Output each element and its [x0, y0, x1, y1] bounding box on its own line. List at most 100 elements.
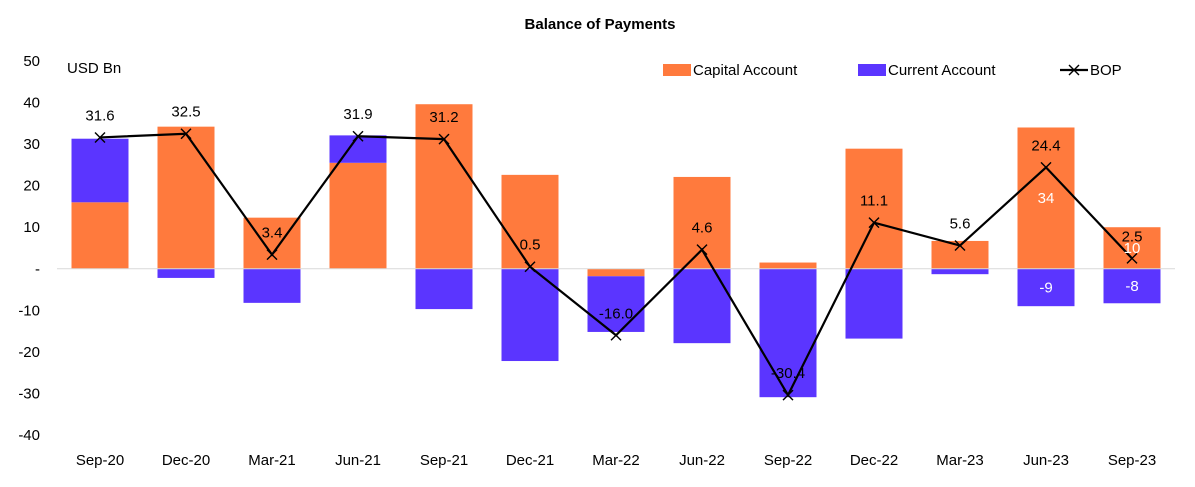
- bop-point-marker: [438, 133, 450, 145]
- bop-marker-stroke: [438, 133, 450, 145]
- current-account-bar: [243, 268, 301, 303]
- capital-account-bar: [673, 176, 731, 269]
- bop-point-marker: [1126, 252, 1138, 264]
- bop-marker-stroke: [1040, 161, 1052, 173]
- current-account-bar: [415, 268, 473, 310]
- capital-account-bar: [759, 262, 817, 269]
- bop-data-label: 4.6: [692, 220, 713, 237]
- legend-label: BOP: [1090, 62, 1122, 79]
- bop-marker-stroke: [94, 131, 106, 143]
- y-tick-label: 40: [23, 95, 40, 112]
- data-labels-layer: 34 -9 10 -8 31.6 32.5 3.4 31.9 31.2 0.5 -16.0 4.6 -3…: [85, 104, 1142, 382]
- bop-marker-stroke: [696, 244, 708, 256]
- x-tick-label: Mar-21: [248, 452, 296, 469]
- current-account-bar: [931, 268, 989, 275]
- bars-layer: [71, 104, 1161, 398]
- capital-account-data-label: 34: [1038, 190, 1055, 207]
- x-tick-label: Sep-22: [764, 452, 812, 469]
- bop-data-label: 5.6: [950, 216, 971, 233]
- bop-point-marker: [94, 131, 106, 143]
- capital-account-bar: [415, 104, 473, 269]
- legend-label: Capital Account: [693, 62, 798, 79]
- bop-data-label: 31.6: [85, 107, 114, 124]
- bop-marker-stroke: [1126, 252, 1138, 264]
- bop-marker-stroke: [610, 329, 622, 341]
- bop-marker-stroke: [524, 261, 536, 273]
- legend-item-capital-account: Capital Account: [663, 62, 798, 79]
- bop-marker-stroke: [266, 249, 278, 261]
- x-tick-label: Dec-22: [850, 452, 898, 469]
- current-account-bar: [501, 268, 559, 362]
- capital-account-bar: [501, 174, 559, 269]
- bop-data-label: 24.4: [1031, 137, 1060, 154]
- y-tick-label: -20: [18, 344, 40, 361]
- y-tick-label: -30: [18, 385, 40, 402]
- current-account-bar: [759, 268, 817, 398]
- bop-point-marker: [352, 130, 364, 142]
- x-tick-label: Sep-20: [76, 452, 124, 469]
- legend-swatch: [663, 64, 691, 76]
- capital-account-bar: [845, 148, 903, 269]
- bop-line-layer: [94, 128, 1138, 401]
- bop-marker-stroke: [868, 217, 880, 229]
- capital-account-bar: [1103, 227, 1161, 269]
- x-tick-label: Mar-22: [592, 452, 640, 469]
- x-tick-label: Jun-22: [679, 452, 725, 469]
- bop-point-marker: [782, 389, 794, 401]
- bop-point-marker: [524, 261, 536, 273]
- axis-layer: 50 40 30 20 10 - -10 -20 -30 -40 Sep-20 Dec-20 Mar-2…: [18, 53, 1175, 469]
- current-account-bar: [157, 268, 215, 278]
- bop-marker-stroke: [954, 240, 966, 252]
- bop-data-label: -30.4: [771, 365, 805, 382]
- x-tick-label: Dec-20: [162, 452, 210, 469]
- y-tick-label: 10: [23, 219, 40, 236]
- bop-point-marker: [954, 240, 966, 252]
- x-tick-label: Mar-23: [936, 452, 984, 469]
- capital-account-bar: [329, 162, 387, 269]
- bop-point-marker: [266, 249, 278, 261]
- current-account-bar: [71, 138, 129, 203]
- bop-data-label: 11.1: [860, 193, 888, 210]
- y-tick-label: 30: [23, 136, 40, 153]
- legend-item-current-account: Current Account: [858, 62, 996, 79]
- legend-swatch: [858, 64, 886, 76]
- current-account-bar: [845, 268, 903, 339]
- bop-point-marker: [696, 244, 708, 256]
- bop-point-marker: [610, 329, 622, 341]
- chart-title: Balance of Payments: [525, 16, 676, 33]
- bop-marker-stroke: [180, 128, 192, 140]
- y-axis-unit-label: USD Bn: [67, 60, 121, 77]
- bop-point-marker: [868, 217, 880, 229]
- legend-marker: [1068, 64, 1080, 76]
- bop-data-label: 31.2: [429, 109, 458, 126]
- current-account-bar: [1017, 268, 1075, 307]
- x-tick-label: Jun-21: [335, 452, 381, 469]
- capital-account-bar: [587, 268, 645, 277]
- x-tick-label: Sep-23: [1108, 452, 1156, 469]
- y-tick-label: -: [35, 261, 40, 278]
- legend-label: Current Account: [888, 62, 996, 79]
- y-tick-label: -10: [18, 302, 40, 319]
- y-tick-label: 50: [23, 53, 40, 70]
- x-tick-label: Sep-21: [420, 452, 468, 469]
- current-account-bar: [329, 135, 387, 163]
- capital-account-bar: [1017, 127, 1075, 269]
- bop-marker-stroke: [782, 389, 794, 401]
- capital-account-bar: [157, 126, 215, 269]
- bop-data-label: 0.5: [520, 237, 541, 254]
- bop-point-marker: [1040, 161, 1052, 173]
- bop-data-label: 3.4: [262, 225, 283, 242]
- legend: Capital Account Current Account BOP: [663, 62, 1122, 79]
- current-account-bar: [587, 276, 645, 332]
- bop-data-label: 31.9: [343, 106, 372, 123]
- capital-account-data-label: 10: [1124, 240, 1141, 257]
- current-account-bar: [1103, 268, 1161, 304]
- capital-account-bar: [71, 202, 129, 269]
- x-tick-label: Jun-23: [1023, 452, 1069, 469]
- current-account-data-label: -9: [1039, 279, 1052, 296]
- bop-marker-stroke: [352, 130, 364, 142]
- bop-data-label: 32.5: [171, 104, 200, 121]
- bop-data-label: -16.0: [599, 305, 633, 322]
